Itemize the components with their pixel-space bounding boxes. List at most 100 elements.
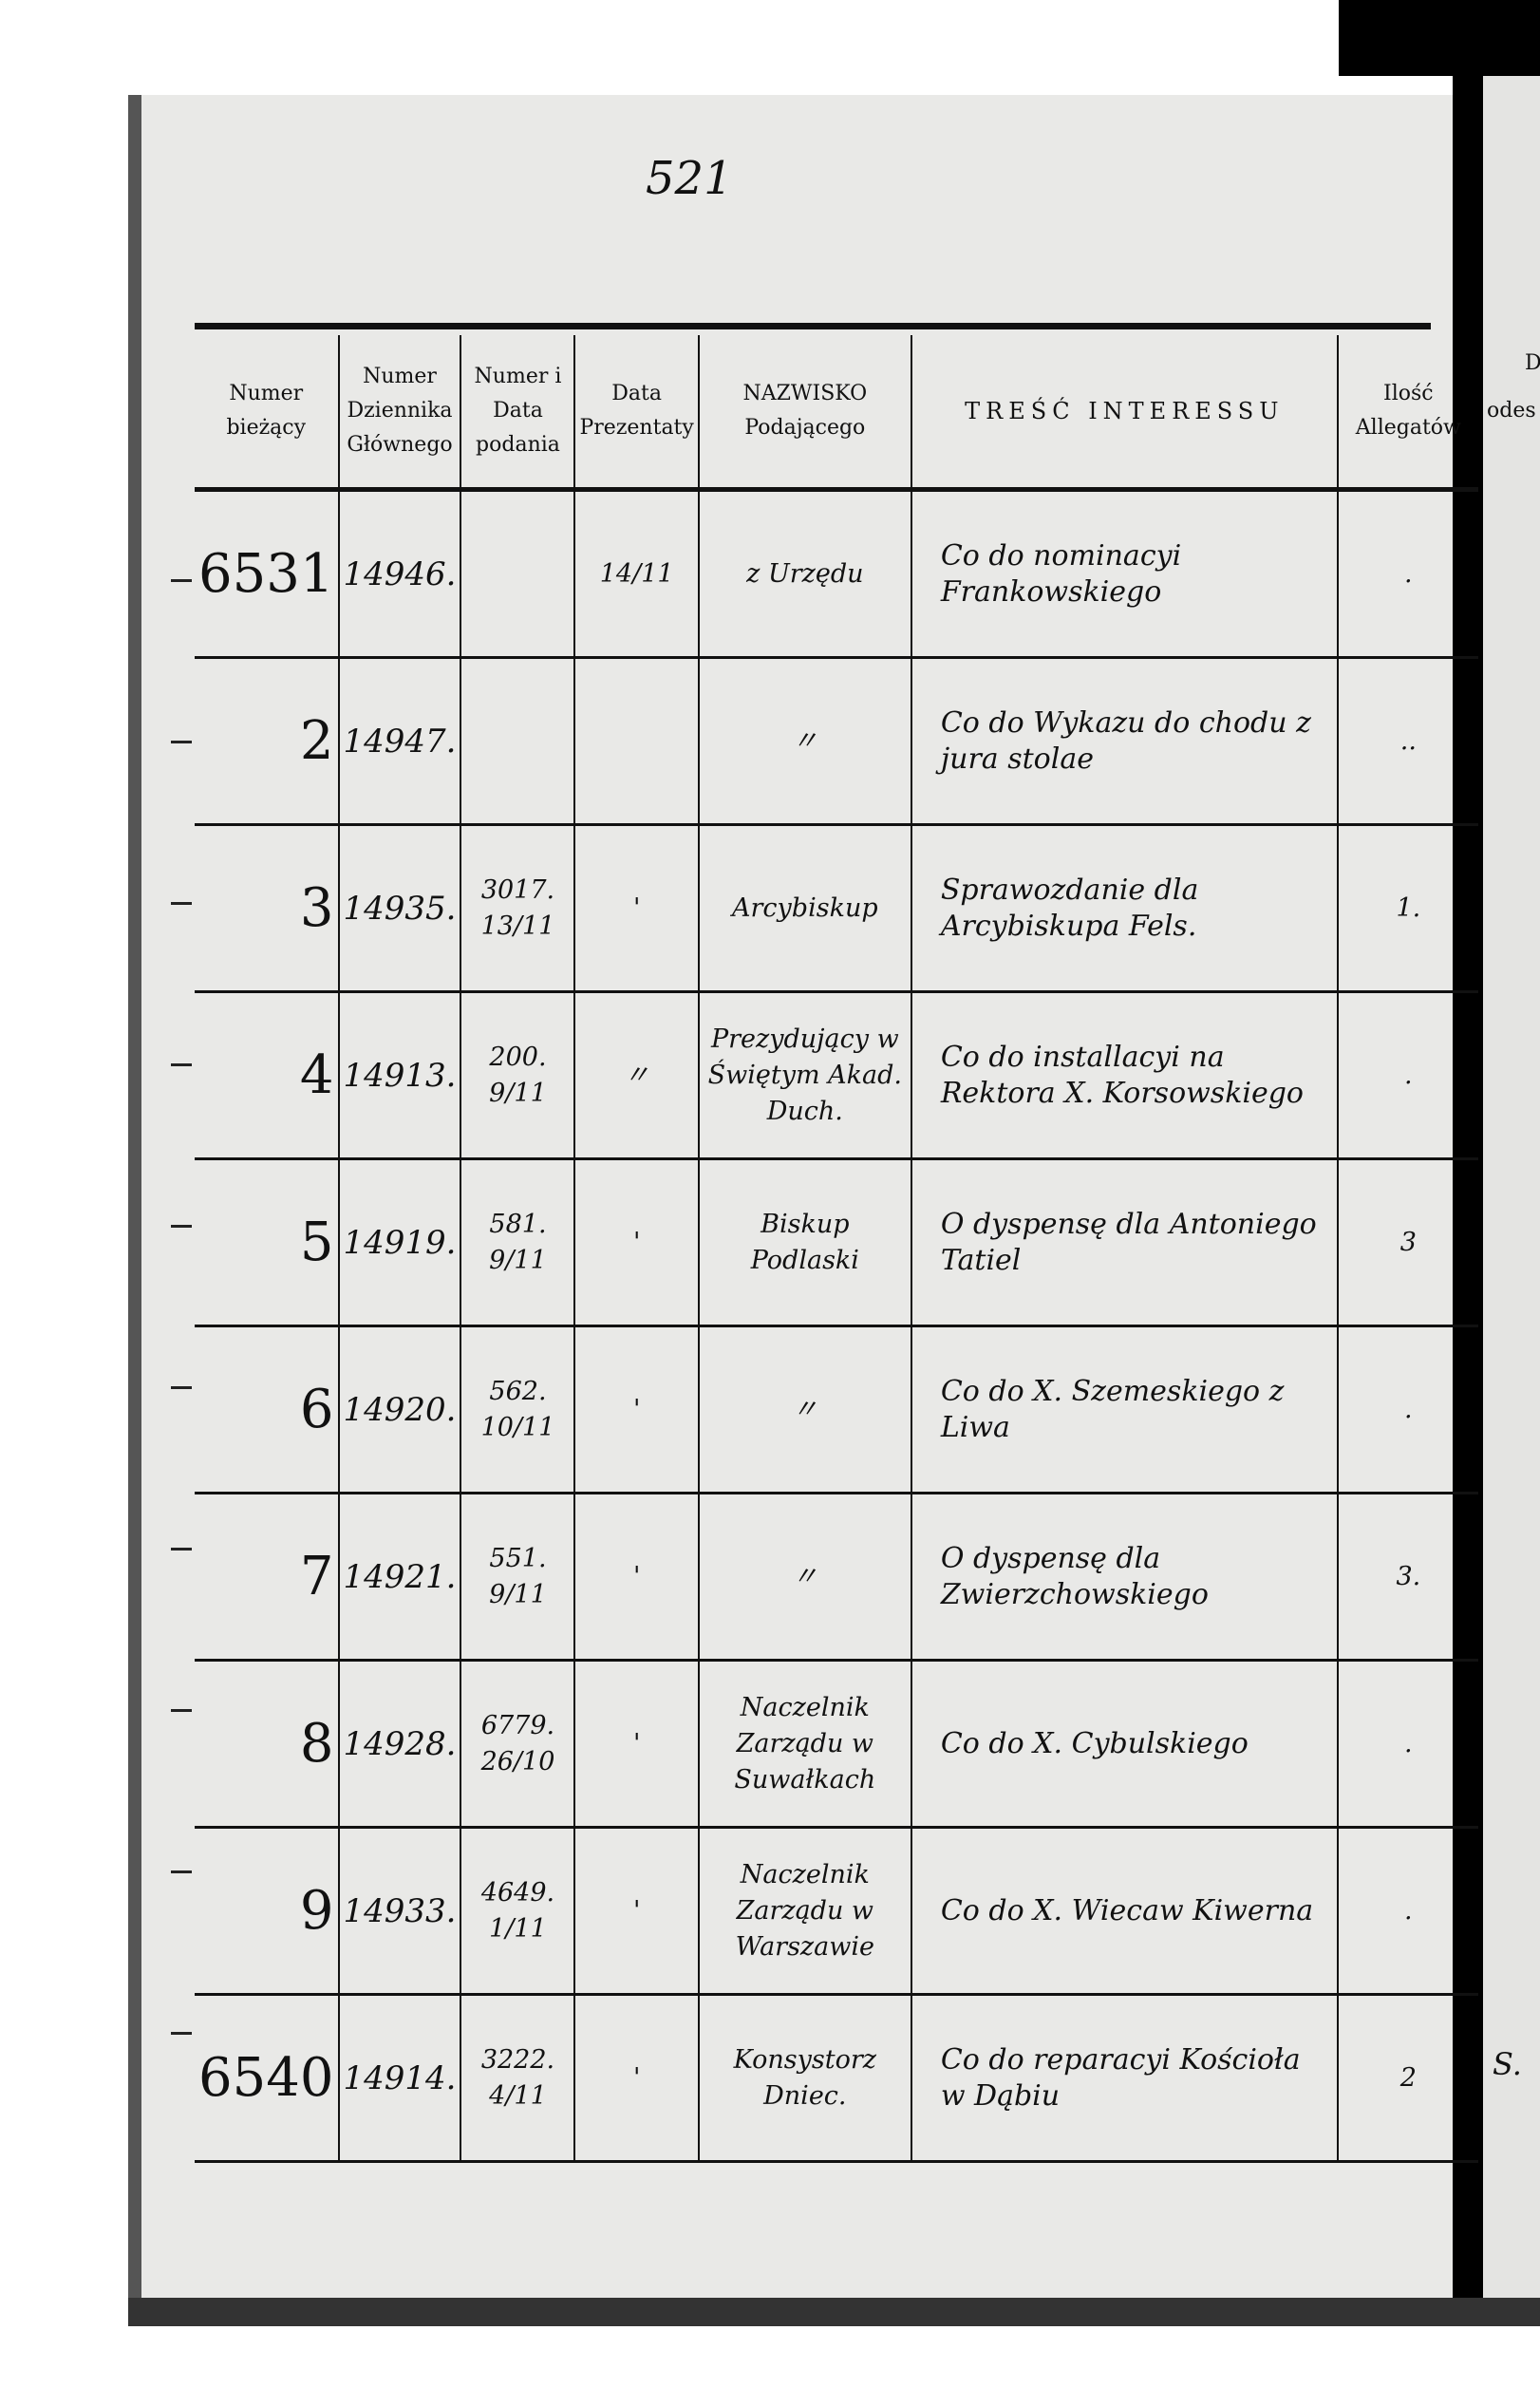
attachments-count: 2	[1336, 1994, 1478, 2163]
attachments-count: 3	[1336, 1158, 1478, 1327]
matter-content: Co do X. Cybulskiego	[910, 1660, 1338, 1829]
matter-content: Sprawozdanie dla Arcybiskupa Fels.	[910, 824, 1338, 993]
presentation-date: 14/11	[573, 489, 699, 659]
presentation-date: '	[573, 1660, 699, 1829]
submitter-name: Biskup Podlaski	[697, 1158, 911, 1327]
header-numer-data-podania: Numer i Data podania	[460, 335, 575, 492]
submission-number-date: 3222. 4/11	[460, 1994, 575, 2163]
attachments-count: 1.	[1336, 824, 1478, 993]
table-row: 7 14921. 551. 9/11 ' 〃 O dyspensę dla Zwierzc…	[195, 1493, 1478, 1662]
submission-number-date: 551. 9/11	[460, 1493, 575, 1662]
header-row: Numer bieżący Numer Dziennika Głównego N…	[195, 335, 1478, 492]
matter-content: Co do Wykazu do chodu z jura stolae	[910, 657, 1338, 826]
margin-mark	[171, 1548, 192, 1551]
attachments-count: .	[1336, 1827, 1478, 1996]
margin-mark	[171, 1063, 192, 1066]
table-row: 4 14913. 200. 9/11 〃 Prezydujący w Świętym A…	[195, 991, 1478, 1160]
submission-number-date: 200. 9/11	[460, 991, 575, 1160]
attachments-count: .	[1336, 1325, 1478, 1494]
journal-number: 14946.	[337, 489, 461, 659]
submission-number-date	[460, 489, 575, 659]
journal-number: 14928.	[337, 1660, 461, 1829]
presentation-date: '	[573, 824, 699, 993]
table-row: 6531 14946. 14/11 z Urzędu Co do nominacyi F…	[195, 489, 1478, 659]
header-allegaty: Ilość Allegatów	[1336, 335, 1478, 492]
fragment-header-2: odes	[1487, 399, 1536, 423]
margin-mark	[171, 579, 192, 582]
table-row: 6540 14914. 3222. 4/11 ' Konsystorz Dniec. Co…	[195, 1994, 1478, 2163]
presentation-date: '	[573, 1158, 699, 1327]
journal-number: 14920.	[337, 1325, 461, 1494]
table-row: 2 14947. 〃 Co do Wykazu do chodu z jura sto…	[195, 657, 1478, 826]
entry-number: 6	[195, 1325, 339, 1494]
submission-number-date: 3017. 13/11	[460, 824, 575, 993]
margin-mark	[171, 741, 192, 743]
submitter-name: 〃	[697, 1493, 911, 1662]
attachments-count: .	[1336, 489, 1478, 659]
margin-mark	[171, 1225, 192, 1228]
journal-number: 14933.	[337, 1827, 461, 1996]
table-row: 8 14928. 6779. 26/10 ' Naczelnik Zarządu w S…	[195, 1660, 1478, 1829]
entry-number: 9	[195, 1827, 339, 1996]
submitter-name: Prezydujący w Świętym Akad. Duch.	[697, 991, 911, 1160]
submission-number-date: 4649. 1/11	[460, 1827, 575, 1996]
submitter-name: Naczelnik Zarządu w Warszawie	[697, 1827, 911, 1996]
header-numer-dziennika: Numer Dziennika Głównego	[337, 335, 461, 492]
margin-mark	[171, 1709, 192, 1712]
entry-number: 2	[195, 657, 339, 826]
fragment-entry: S.	[1493, 2046, 1522, 2082]
entry-number: 6540	[195, 1994, 339, 2163]
header-data-prezentaty: Data Prezentaty	[573, 335, 699, 492]
presentation-date: '	[573, 1493, 699, 1662]
journal-number: 14913.	[337, 991, 461, 1160]
submitter-name: 〃	[697, 657, 911, 826]
submission-number-date: 6779. 26/10	[460, 1660, 575, 1829]
top-rule	[195, 323, 1431, 329]
ledger-table: Numer bieżący Numer Dziennika Głównego N…	[195, 335, 1478, 2163]
next-page-edge: D odes S.	[1483, 76, 1540, 2307]
matter-content: Co do nominacyi Frankowskiego	[910, 489, 1338, 659]
journal-number: 14935.	[337, 824, 461, 993]
presentation-date: 〃	[573, 991, 699, 1160]
submitter-name: Naczelnik Zarządu w Suwałkach	[697, 1660, 911, 1829]
submitter-name: z Urzędu	[697, 489, 911, 659]
journal-number: 14947.	[337, 657, 461, 826]
entry-number: 3	[195, 824, 339, 993]
entry-number: 8	[195, 1660, 339, 1829]
attachments-count: ..	[1336, 657, 1478, 826]
margin-mark	[171, 1870, 192, 1873]
presentation-date	[573, 657, 699, 826]
submitter-name: Konsystorz Dniec.	[697, 1994, 911, 2163]
submission-number-date: 581. 9/11	[460, 1158, 575, 1327]
margin-mark	[171, 2032, 192, 2035]
attachments-count: .	[1336, 1660, 1478, 1829]
header-numer-biezacy: Numer bieżący	[195, 335, 339, 492]
table-row: 6 14920. 562. 10/11 ' 〃 Co do X. Szemeskiego …	[195, 1325, 1478, 1494]
journal-number: 14914.	[337, 1994, 461, 2163]
matter-content: Co do X. Wiecaw Kiwerna	[910, 1827, 1338, 1996]
table-row: 9 14933. 4649. 1/11 ' Naczelnik Zarządu w Wa…	[195, 1827, 1478, 1996]
attachments-count: 3.	[1336, 1493, 1478, 1662]
presentation-date: '	[573, 1994, 699, 2163]
presentation-date: '	[573, 1325, 699, 1494]
submission-number-date: 562. 10/11	[460, 1325, 575, 1494]
entry-number: 6531	[195, 489, 339, 659]
header-nazwisko: NAZWISKO Podającego	[697, 335, 911, 492]
matter-content: Co do reparacyi Kościoła w Dąbiu	[910, 1994, 1338, 2163]
margin-mark	[171, 902, 192, 905]
matter-content: O dyspensę dla Antoniego Tatiel	[910, 1158, 1338, 1327]
margin-mark	[171, 1386, 192, 1389]
matter-content: Co do installacyi na Rektora X. Korsowsk…	[910, 991, 1338, 1160]
entry-number: 7	[195, 1493, 339, 1662]
matter-content: Co do X. Szemeskiego z Liwa	[910, 1325, 1338, 1494]
page-number: 521	[646, 152, 733, 205]
entry-number: 5	[195, 1158, 339, 1327]
matter-content: O dyspensę dla Zwierzchowskiego	[910, 1493, 1338, 1662]
submission-number-date	[460, 657, 575, 826]
scan-border	[1339, 0, 1540, 76]
table-row: 3 14935. 3017. 13/11 ' Arcybiskup Sprawozdani…	[195, 824, 1478, 993]
presentation-date: '	[573, 1827, 699, 1996]
fragment-header-1: D	[1525, 351, 1540, 375]
submitter-name: Arcybiskup	[697, 824, 911, 993]
journal-number: 14921.	[337, 1493, 461, 1662]
